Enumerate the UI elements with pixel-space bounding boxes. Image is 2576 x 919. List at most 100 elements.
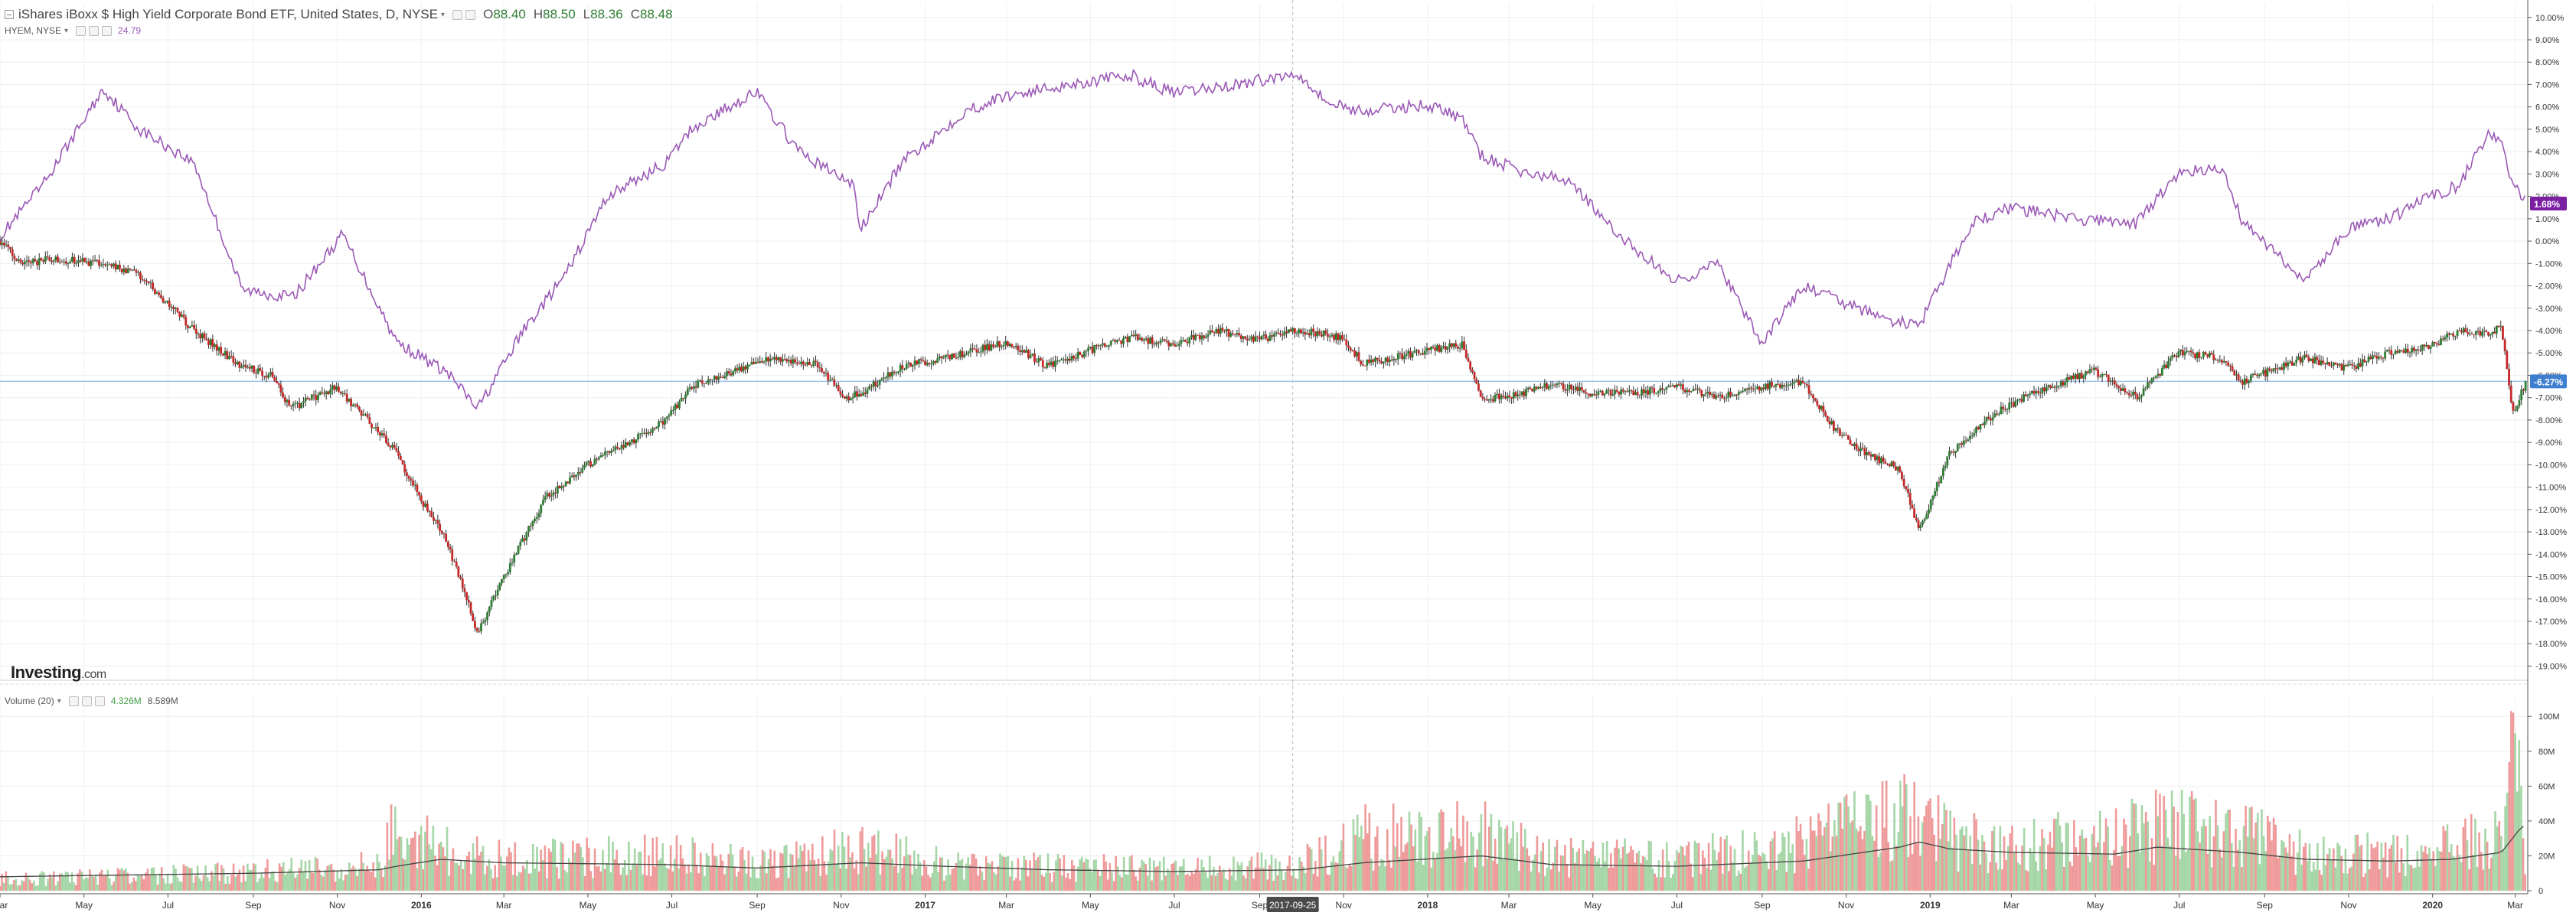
volume-bar xyxy=(1837,803,1840,891)
volume-bar xyxy=(802,851,804,891)
volume-bar xyxy=(2365,873,2367,891)
candle-body xyxy=(1952,452,1954,453)
volume-bar xyxy=(173,865,175,891)
volume-bar xyxy=(2259,864,2261,891)
candle-body xyxy=(2372,355,2374,359)
volume-bar xyxy=(2457,846,2459,891)
volume-bar xyxy=(2085,838,2088,891)
volume-bar xyxy=(921,875,923,891)
volume-bar xyxy=(402,859,404,891)
candle-body xyxy=(361,410,363,416)
candle-body xyxy=(1323,331,1325,336)
volume-bar xyxy=(2289,834,2291,891)
eye-icon[interactable] xyxy=(76,26,86,36)
candle-body xyxy=(2232,366,2234,370)
volume-bar xyxy=(2329,848,2331,891)
chevron-down-icon[interactable]: ▾ xyxy=(64,27,68,35)
volume-bar xyxy=(1971,864,1974,891)
chevron-down-icon[interactable]: ▾ xyxy=(57,697,61,706)
volume-bar xyxy=(929,878,932,891)
candle-body xyxy=(753,362,755,364)
candle-body xyxy=(2318,360,2320,365)
candle-body xyxy=(1250,337,1252,340)
candle-body xyxy=(2303,355,2306,359)
volume-bar xyxy=(710,866,712,891)
volume-bar xyxy=(1466,821,1468,891)
volume-bar xyxy=(175,868,177,891)
volume-bar xyxy=(15,879,18,891)
candle-body xyxy=(1193,335,1195,340)
volume-bar xyxy=(995,875,997,891)
candle-body xyxy=(1850,440,1852,445)
candle-body xyxy=(1667,386,1670,387)
candle-body xyxy=(2037,391,2039,393)
candle-body xyxy=(1713,394,1716,399)
volume-bar xyxy=(656,837,658,891)
candle-body xyxy=(436,520,439,524)
candle-body xyxy=(509,563,511,572)
candle-body xyxy=(785,359,788,361)
close-icon[interactable] xyxy=(95,696,105,706)
candle-body xyxy=(589,461,592,467)
volume-bar xyxy=(1833,820,1836,891)
volume-bar xyxy=(2279,856,2281,891)
candle-body xyxy=(1891,461,1893,466)
collapse-legend-icon[interactable] xyxy=(5,10,14,19)
volume-bar xyxy=(29,880,31,891)
volume-bar xyxy=(1730,846,1732,891)
candle-body xyxy=(2307,357,2310,361)
settings-icon[interactable] xyxy=(82,696,92,706)
candle-body xyxy=(926,363,929,365)
volume-bar xyxy=(2055,819,2058,891)
volume-bar xyxy=(1540,851,1543,891)
settings-icon[interactable] xyxy=(465,10,475,20)
candle-body xyxy=(1500,396,1503,399)
candle-body xyxy=(48,257,51,260)
volume-bar xyxy=(35,886,38,891)
close-icon[interactable] xyxy=(102,26,112,36)
volume-bar xyxy=(1353,820,1355,891)
volume-bar xyxy=(624,860,626,891)
volume-bar xyxy=(2119,855,2121,891)
volume-bar xyxy=(1672,874,1674,891)
volume-bar xyxy=(2147,822,2150,891)
candle-body xyxy=(982,345,984,352)
volume-bar xyxy=(27,877,29,891)
x-tick-label: Sep xyxy=(1754,900,1771,911)
candle-body xyxy=(575,475,577,477)
volume-bar xyxy=(292,873,295,891)
candle-body xyxy=(457,566,459,576)
candle-body xyxy=(1176,346,1178,347)
volume-bar xyxy=(2335,868,2337,891)
candle-body xyxy=(276,381,278,383)
volume-bar xyxy=(1029,860,1031,891)
volume-bar xyxy=(2452,856,2454,891)
volume-bar xyxy=(1452,836,1455,891)
candle-body xyxy=(1122,338,1125,344)
volume-bar xyxy=(2175,856,2177,891)
candle-body xyxy=(2182,350,2184,355)
volume-bar xyxy=(2294,875,2297,891)
y-tick-label: 3.00% xyxy=(2535,170,2559,179)
candle-body xyxy=(2489,334,2492,335)
eye-icon[interactable] xyxy=(69,696,79,706)
candle-body xyxy=(335,386,338,389)
volume-bar xyxy=(2281,840,2283,891)
candle-body xyxy=(472,614,474,621)
candle-body xyxy=(272,372,274,377)
volume-bar xyxy=(151,868,153,891)
chevron-down-icon[interactable]: ▾ xyxy=(441,11,445,19)
candle-body xyxy=(1942,468,1944,477)
volume-bar xyxy=(269,878,271,891)
volume-bar xyxy=(482,846,485,891)
candle-body xyxy=(577,472,580,475)
candle-body xyxy=(833,380,835,386)
candle-body xyxy=(464,588,466,592)
candle-body xyxy=(1866,452,1868,455)
volume-bar xyxy=(270,872,273,891)
eye-icon[interactable] xyxy=(452,10,462,20)
candle-body xyxy=(498,583,501,590)
y-tick-label: 4.00% xyxy=(2535,148,2559,157)
settings-icon[interactable] xyxy=(89,26,99,36)
